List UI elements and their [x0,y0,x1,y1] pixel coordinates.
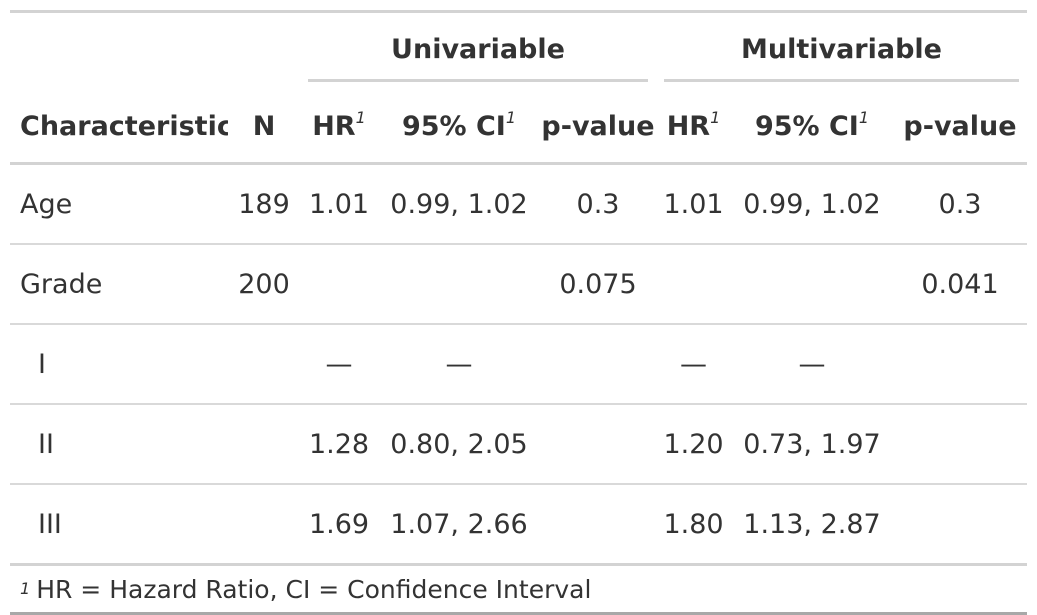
spanner-univariable-label: Univariable [308,34,648,82]
cell-uv-pvalue [540,404,656,485]
footnote-text: HR = Hazard Ratio, CI = Confidence Inter… [36,574,592,604]
cell-n: 200 [228,244,300,325]
cell-uv-ci [378,244,540,325]
cell-mv-pvalue: 0.3 [893,163,1027,245]
table-row: Age 189 1.01 0.99, 1.02 0.3 1.01 0.99, 1… [10,163,1027,245]
header-uv-pvalue: p-value [540,90,656,165]
cell-n [228,324,300,405]
header-mv-pvalue: p-value [893,90,1027,165]
cell-uv-hr [300,244,378,325]
cell-mv-ci: — [731,324,893,405]
header-uv-hr: HR1 [300,90,378,165]
top-rule [10,10,1027,14]
cell-uv-hr: 1.01 [300,163,378,245]
regression-table: Univariable Multivariable Characteristic… [10,10,1027,566]
header-characteristic: Characteristic [10,90,228,165]
header-uv-ci: 95% CI1 [378,90,540,165]
column-header-row: Characteristic N HR1 95% CI1 p-value HR1… [10,90,1027,165]
header-mv-ci: 95% CI1 [731,90,893,165]
spanner-row: Univariable Multivariable [10,13,1027,90]
footnote-mark: 1 [355,107,366,127]
row-label: I [10,324,228,405]
row-label: III [10,484,228,566]
cell-mv-ci: 0.99, 1.02 [731,163,893,245]
cell-mv-hr: 1.80 [656,484,731,566]
header-mv-ci-label: 95% CI [754,110,859,142]
table-row: Grade 200 0.075 0.041 [10,244,1027,325]
table-row: I — — — — [10,324,1027,405]
cell-n [228,484,300,566]
spanner-univariable: Univariable [300,13,656,90]
row-label: Age [10,163,228,245]
cell-mv-hr: 1.20 [656,404,731,485]
cell-mv-hr: 1.01 [656,163,731,245]
regression-table-container: Univariable Multivariable Characteristic… [10,10,1027,615]
cell-n: 189 [228,163,300,245]
spanner-multivariable: Multivariable [656,13,1027,90]
spanner-empty [10,13,300,90]
cell-mv-pvalue [893,484,1027,566]
cell-mv-pvalue [893,404,1027,485]
cell-mv-hr: — [656,324,731,405]
cell-uv-hr: — [300,324,378,405]
cell-mv-pvalue: 0.041 [893,244,1027,325]
cell-mv-ci [731,244,893,325]
header-mv-hr-label: HR [666,110,711,142]
cell-n [228,404,300,485]
cell-uv-pvalue [540,484,656,566]
cell-mv-ci: 0.73, 1.97 [731,404,893,485]
table-row: II 1.28 0.80, 2.05 1.20 0.73, 1.97 [10,404,1027,485]
cell-uv-hr: 1.69 [300,484,378,566]
header-n: N [228,90,300,165]
spanner-multivariable-label: Multivariable [664,34,1019,82]
cell-uv-pvalue: 0.3 [540,163,656,245]
cell-uv-pvalue: 0.075 [540,244,656,325]
header-uv-ci-label: 95% CI [401,110,506,142]
cell-mv-ci: 1.13, 2.87 [731,484,893,566]
row-label: II [10,404,228,485]
table-footnote: 1 HR = Hazard Ratio, CI = Confidence Int… [10,566,1027,615]
cell-mv-hr [656,244,731,325]
cell-uv-ci: — [378,324,540,405]
cell-uv-pvalue [540,324,656,405]
footnote-mark: 1 [710,107,721,127]
row-label: Grade [10,244,228,325]
cell-uv-ci: 1.07, 2.66 [378,484,540,566]
header-mv-hr: HR1 [656,90,731,165]
header-uv-hr-label: HR [312,110,356,142]
table-row: III 1.69 1.07, 2.66 1.80 1.13, 2.87 [10,484,1027,566]
cell-uv-hr: 1.28 [300,404,378,485]
cell-mv-pvalue [893,324,1027,405]
cell-uv-ci: 0.99, 1.02 [378,163,540,245]
footnote-mark: 1 [505,107,517,127]
cell-uv-ci: 0.80, 2.05 [378,404,540,485]
footnote-mark: 1 [858,107,870,127]
